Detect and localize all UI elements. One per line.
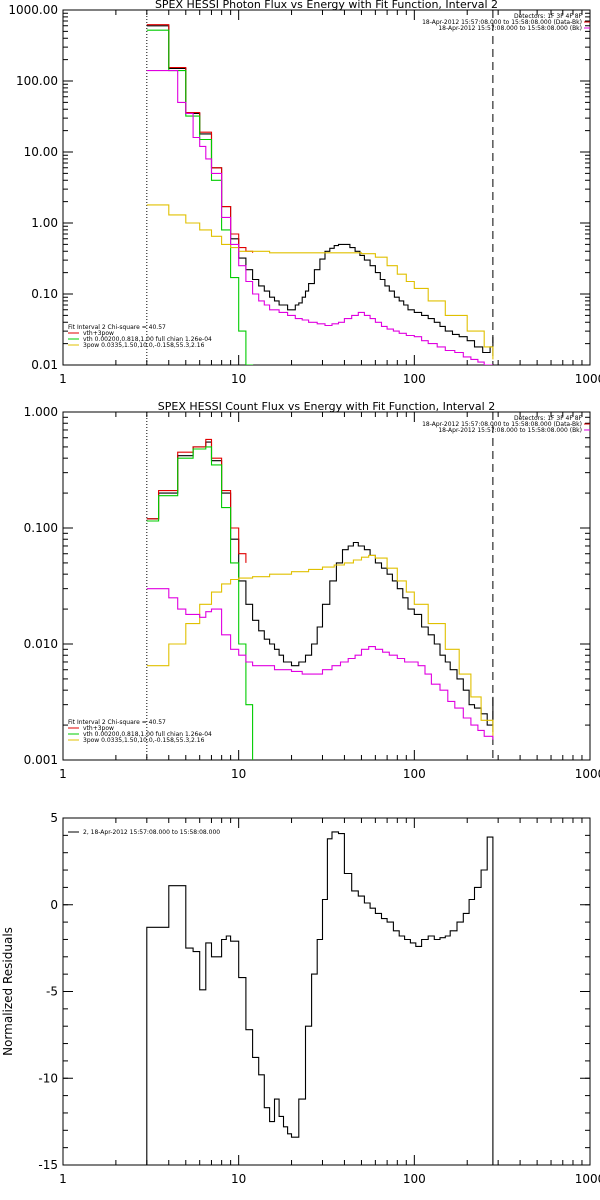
y-tick-label-1: 0.100 <box>24 521 58 535</box>
chart-title-0: SPEX HESSI Photon Flux vs Energy with Fi… <box>155 0 498 11</box>
series-line-1-3 <box>146 554 494 737</box>
legend-title-1: Fit Interval 2 Chi-square = 40.57 <box>68 719 166 726</box>
y-tick-label-1: 0.001 <box>24 753 58 767</box>
y-tick-label-1: 1.000 <box>24 405 58 419</box>
x-tick-label-1: 10 <box>231 767 246 781</box>
info-text-0: Detectors: 1F 3F 4F 8F <box>514 13 583 20</box>
y-tick-label-2: -5 <box>46 985 58 999</box>
series-line-1-2 <box>146 446 254 760</box>
y-tick-label-0: 100.00 <box>16 74 58 88</box>
y-tick-label-2: 5 <box>50 811 58 825</box>
x-tick-label-0: 1000 <box>575 372 600 386</box>
series-line-2-0 <box>146 831 494 1165</box>
y-tick-label-0: 1000.00 <box>8 3 58 17</box>
plot-frame-2 <box>62 817 591 1166</box>
x-tick-label-1: 1 <box>59 767 67 781</box>
legend-label-1-2: vth 0.00200,0.818,1.00 full chian 1.26e-… <box>83 731 212 738</box>
y-tick-label-2: -10 <box>38 1071 58 1085</box>
legend-label-2-0: 2, 18-Apr-2012 15:57:08.000 to 15:58:08.… <box>83 829 220 836</box>
series-line-0-2 <box>146 29 254 365</box>
legend-label-0-1: vth+3pow <box>83 330 114 337</box>
x-tick-label-2: 1 <box>59 1172 67 1186</box>
y-tick-label-1: 0.010 <box>24 637 58 651</box>
plot-frame-1 <box>62 411 591 761</box>
y-tick-label-0: 10.00 <box>24 145 58 159</box>
series-line-1-1 <box>146 438 247 563</box>
x-tick-label-0: 10 <box>231 372 246 386</box>
legend-title-0: Fit Interval 2 Chi-square = 40.57 <box>68 324 166 331</box>
series-line-0-4 <box>146 70 493 365</box>
info-text-1: 18-Apr-2012 15:57:08.000 to 15:58:08.000… <box>438 427 582 434</box>
y-tick-label-2: 0 <box>50 898 58 912</box>
x-tick-label-2: 10 <box>231 1172 246 1186</box>
legend-label-1-1: vth+3pow <box>83 725 114 732</box>
legend-label-1-3: 3pow 0.0335,1.50,10.0,-0.158,55.3,2.16 <box>83 737 205 744</box>
series-line-1-0 <box>146 441 494 726</box>
y-tick-label-0: 0.01 <box>31 358 58 372</box>
legend-label-0-2: vth 0.00200,0.818,1.00 full chian 1.26e-… <box>83 336 212 343</box>
series-line-0-1 <box>146 24 254 253</box>
x-tick-label-0: 100 <box>403 372 426 386</box>
x-tick-label-1: 1000 <box>575 767 600 781</box>
y-axis-label-2: Normalized Residuals <box>1 927 15 1056</box>
info-text-1: 18-Apr-2012 15:57:08.000 to 15:58:08.000… <box>422 421 582 428</box>
plot-frame-0 <box>62 9 591 366</box>
chart-title-1: SPEX HESSI Count Flux vs Energy with Fit… <box>158 400 495 413</box>
x-tick-label-2: 1000 <box>575 1172 600 1186</box>
x-tick-label-2: 100 <box>403 1172 426 1186</box>
x-tick-label-0: 1 <box>59 372 67 386</box>
series-line-0-0 <box>146 25 494 354</box>
legend-label-0-3: 3pow 0.0335,1.50,10.0,-0.158,55.3,2.16 <box>83 342 205 349</box>
series-line-1-4 <box>146 588 494 740</box>
info-text-1: Detectors: 1F 3F 4F 8F <box>514 415 583 422</box>
series-line-0-3 <box>146 204 494 360</box>
y-tick-label-0: 1.00 <box>31 216 58 230</box>
info-text-0: 18-Apr-2012 15:57:08.000 to 15:58:08.000… <box>438 25 582 32</box>
y-tick-label-0: 0.10 <box>31 287 58 301</box>
y-tick-label-2: -15 <box>38 1158 58 1172</box>
x-tick-label-1: 100 <box>403 767 426 781</box>
info-text-0: 18-Apr-2012 15:57:08.000 to 15:58:08.000… <box>422 19 582 26</box>
